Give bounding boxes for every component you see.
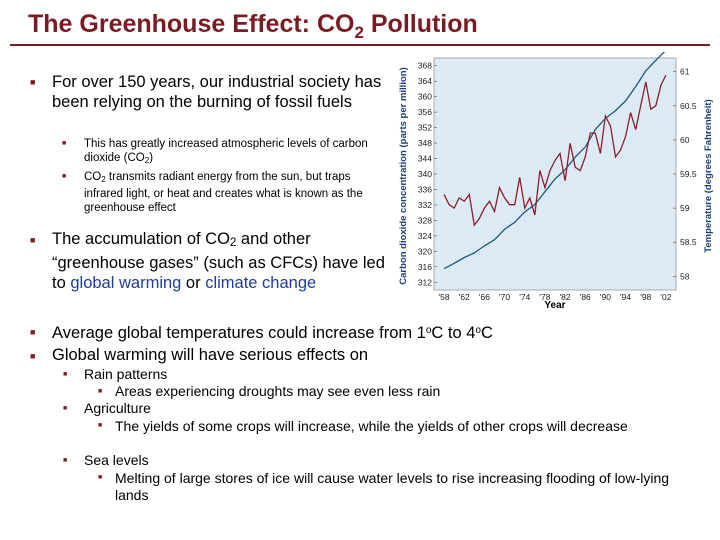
bullet-square-icon: ■: [30, 351, 36, 361]
series-temperature-line: [443, 74, 667, 227]
sub-bullet-agriculture: Agriculture: [84, 400, 151, 416]
bullet-square-icon: ■: [30, 77, 36, 87]
detail-droughts: Areas experiencing droughts may see even…: [115, 383, 441, 399]
sub-bullet-square-icon: ■: [98, 422, 103, 429]
right-tick-label: 59.5: [680, 169, 697, 179]
right-axis-ticks: 58 58.5 59 59.5 60 60.5 61: [673, 67, 697, 281]
x-tick-label: '62: [459, 292, 470, 302]
left-tick-label: 332: [418, 200, 432, 210]
x-tick-label: '82: [560, 292, 571, 302]
x-tick-label: '86: [580, 292, 591, 302]
x-tick-label: '66: [479, 292, 490, 302]
x-axis-label: Year: [544, 300, 565, 311]
sub-bullet-square-icon: ■: [63, 457, 68, 464]
left-tick-label: 348: [418, 138, 432, 148]
right-tick-label: 60: [680, 135, 690, 145]
slide-title: The Greenhouse Effect: CO2 Pollution: [28, 10, 478, 42]
left-tick-label: 316: [418, 262, 432, 272]
x-axis-ticks: '58 '62 '66 '70 '74 '78 '82 '86 '90 '94 '98 '02: [439, 292, 672, 302]
x-tick-label: '58: [439, 292, 450, 302]
left-tick-label: 336: [418, 184, 432, 194]
x-tick-label: '90: [600, 292, 611, 302]
right-axis-label: Temperature (degrees Fahrenheit): [703, 99, 714, 252]
x-tick-label: '94: [620, 292, 631, 302]
x-tick-label: '78: [539, 292, 550, 302]
right-tick-label: 58: [680, 271, 690, 281]
sub-bullet-sea-levels: Sea levels: [84, 452, 149, 468]
x-tick-label: '74: [519, 292, 530, 302]
left-axis-label: Carbon dioxide concentration (parts per …: [398, 67, 409, 284]
plot-area: [433, 57, 677, 291]
sub-bullet-square-icon: ■: [63, 371, 68, 378]
x-tick-label: '98: [640, 292, 651, 302]
bullet-square-icon: ■: [30, 327, 36, 337]
left-axis-ticks: 312 316 320 324 328 332 336 340 344 348 352 356 360 3…: [418, 61, 437, 287]
bullet-serious-effects: Global warming will have serious effects…: [52, 346, 369, 364]
term-climate-change: climate change: [205, 274, 317, 292]
co2-temperature-chart: 312 316 320 324 328 332 336 340 344 348 352 356 360 3…: [398, 52, 716, 312]
sub-bullet-square-icon: ■: [98, 474, 103, 481]
left-tick-label: 324: [418, 231, 432, 241]
left-tick-label: 328: [418, 215, 432, 225]
right-tick-label: 59: [680, 203, 690, 213]
bullet-temperature-increase: Average global temperatures could increa…: [52, 324, 493, 342]
sub-bullet-square-icon: ■: [62, 173, 67, 180]
bullet-fossil-fuels: For over 150 years, our industrial socie…: [52, 73, 382, 111]
bullet-accumulation: The accumulation of CO2 and other “green…: [52, 230, 385, 292]
x-tick-label: '70: [499, 292, 510, 302]
left-tick-label: 368: [418, 61, 432, 71]
left-tick-label: 340: [418, 169, 432, 179]
sub-bullet-square-icon: ■: [63, 405, 68, 412]
x-tick-label: '02: [660, 292, 671, 302]
sub-bullet-rain-patterns: Rain patterns: [84, 366, 168, 382]
left-tick-label: 320: [418, 246, 432, 256]
right-tick-label: 60.5: [680, 101, 697, 111]
detail-ice-melting: Melting of large stores of ice will caus…: [115, 470, 670, 503]
left-tick-label: 352: [418, 123, 432, 133]
sub-bullet-square-icon: ■: [62, 140, 67, 147]
left-tick-label: 360: [418, 92, 432, 102]
left-tick-label: 312: [418, 277, 432, 287]
series-co2-line: [443, 52, 666, 270]
sub-bullet-co2-levels: This has greatly increased atmospheric l…: [84, 138, 368, 165]
sub-bullet-greenhouse-effect: CO2 transmits radiant energy from the su…: [84, 171, 363, 214]
sub-bullet-square-icon: ■: [98, 388, 103, 395]
term-global-warming: global warming: [70, 274, 182, 292]
left-tick-label: 364: [418, 76, 432, 86]
right-tick-label: 61: [680, 67, 690, 77]
right-tick-label: 58.5: [680, 237, 697, 247]
left-tick-label: 344: [418, 154, 432, 164]
detail-crop-yields: The yields of some crops will increase, …: [115, 418, 628, 434]
bullet-square-icon: ■: [30, 235, 36, 245]
title-divider: [10, 44, 710, 46]
left-tick-label: 356: [418, 107, 432, 117]
